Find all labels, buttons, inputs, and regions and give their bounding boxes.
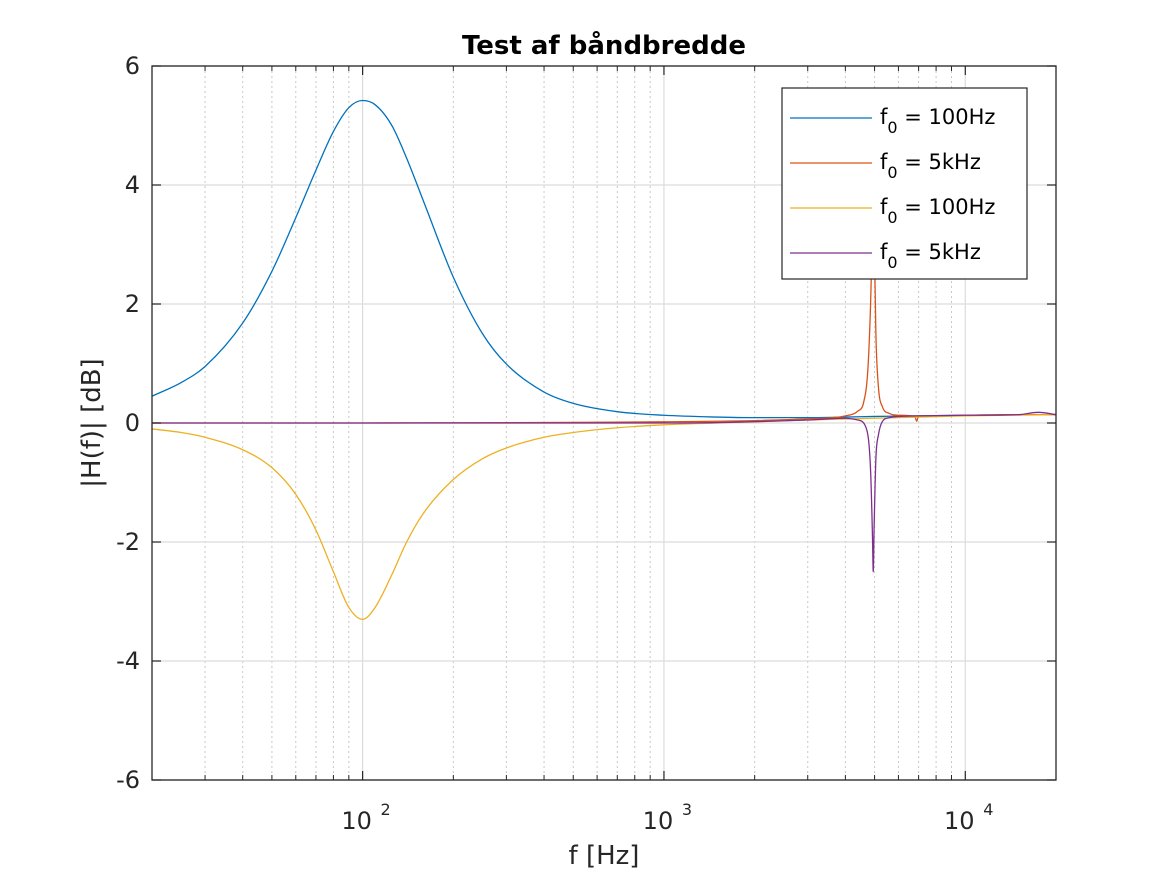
legend-label-1: f0 = 100Hz xyxy=(880,105,995,137)
chart-title: Test af båndbredde xyxy=(462,29,746,61)
y-tick-label: -4 xyxy=(116,647,140,675)
series-line-1 xyxy=(151,99,1056,419)
legend-box xyxy=(781,87,1028,280)
x-tick-label: 10 xyxy=(944,807,975,835)
legend-label-3: f0 = 100Hz xyxy=(880,195,995,227)
y-tick-label: 4 xyxy=(125,171,140,199)
x-tick-label-exponent: 2 xyxy=(381,800,391,819)
x-axis-label: f [Hz] xyxy=(569,841,640,871)
legend-label-4: f0 = 5kHz xyxy=(880,240,981,272)
y-tick-label: -6 xyxy=(116,766,140,794)
x-tick-label-exponent: 3 xyxy=(682,800,692,819)
x-tick-label: 10 xyxy=(643,807,674,835)
x-tick-label: 10 xyxy=(341,807,372,835)
y-tick-label: 0 xyxy=(125,409,140,437)
x-tick-label-exponent: 4 xyxy=(983,800,993,819)
series-line-4 xyxy=(152,411,1057,573)
series-layer xyxy=(151,99,1057,620)
y-tick-label: 6 xyxy=(125,52,140,80)
legend-label-2: f0 = 5kHz xyxy=(880,150,981,182)
y-tick-label: -2 xyxy=(116,528,140,556)
x-tick-labels: 10 2 10 3 10 4 xyxy=(341,800,993,835)
legend: f0 = 100Hz f0 = 5kHz f0 = 100Hz f0 = 5kHz xyxy=(781,87,1028,280)
y-axis-label: |H(f)| [dB] xyxy=(77,358,107,487)
y-tick-labels: -6 -4 -2 0 2 4 6 xyxy=(116,52,140,794)
y-tick-label: 2 xyxy=(125,290,140,318)
tick-marks xyxy=(151,65,1057,781)
